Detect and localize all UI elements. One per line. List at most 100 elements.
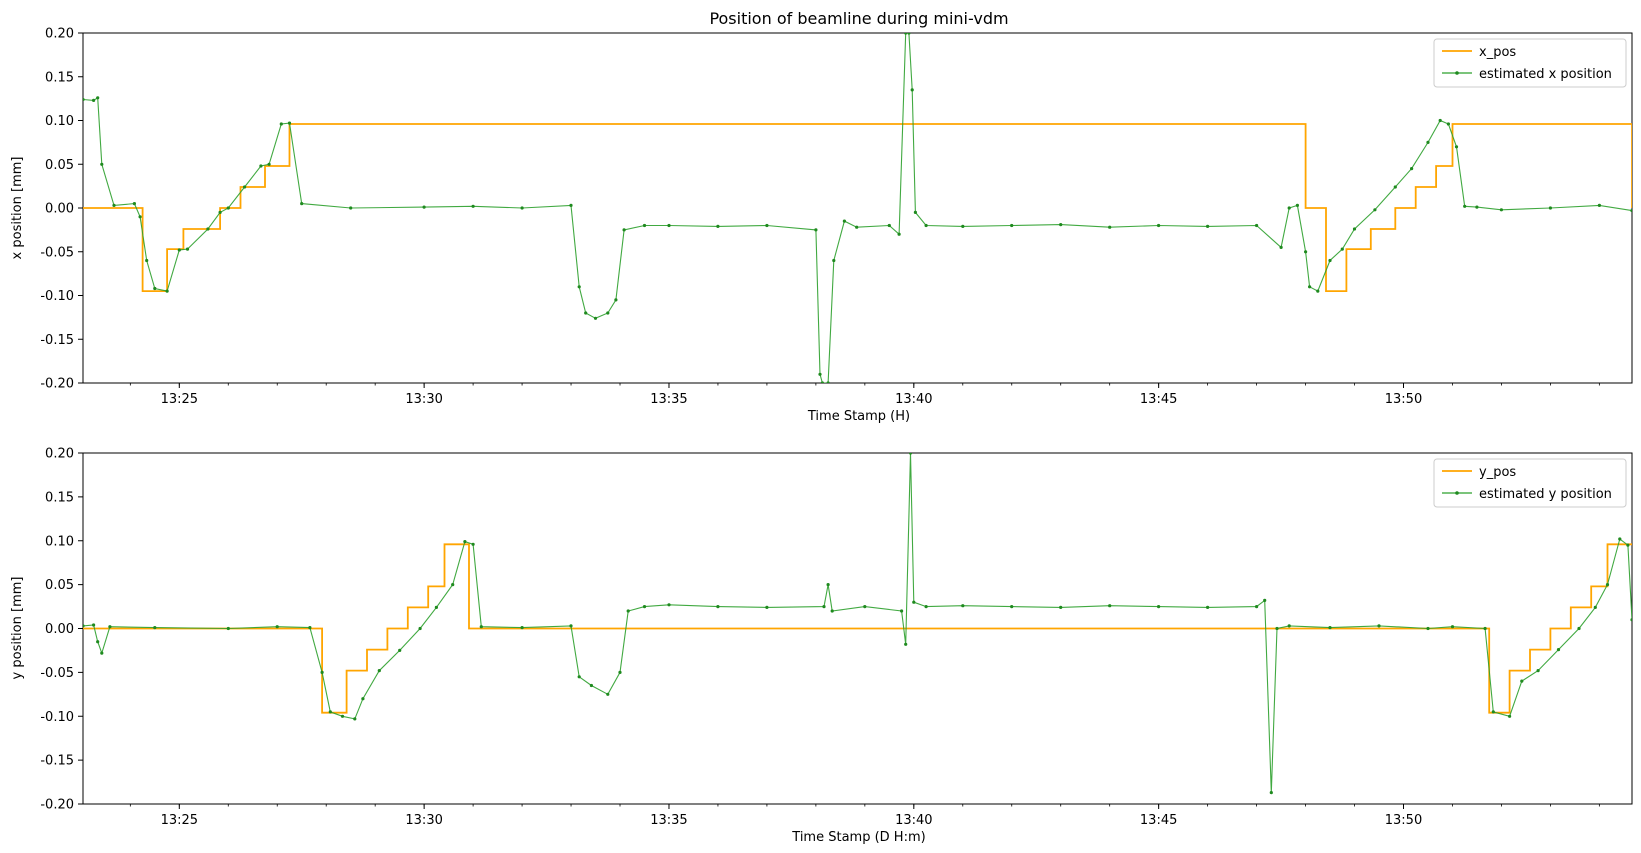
x-series-estimate-point <box>1373 208 1377 212</box>
y-series-estimate-point <box>275 625 279 629</box>
x-series-estimate-point <box>716 224 720 228</box>
x-series-estimate-point <box>904 33 908 35</box>
x-series-layer <box>83 33 1632 383</box>
y-xtick-label: 13:50 <box>1385 813 1422 828</box>
y-series-estimate-point <box>830 609 834 613</box>
y-series-estimate-point <box>1157 605 1161 609</box>
x-xtick-label: 13:35 <box>650 392 687 407</box>
y-series-estimate-point <box>924 605 928 609</box>
y-series-estimate-point <box>618 670 622 675</box>
x-series-estimate-point <box>520 206 524 210</box>
x-series-estimate-point <box>1340 247 1344 251</box>
x-series-estimate-point <box>132 202 136 206</box>
x-series-estimate-point <box>577 285 581 289</box>
x-series-estimate-point <box>593 316 598 320</box>
x-series-estimate-point <box>226 206 230 210</box>
y-series-estimate-point <box>961 604 965 608</box>
x-legend-marker-estimate <box>1455 71 1459 75</box>
x-series-estimate-point <box>422 205 426 209</box>
x-ytick-label: 0.20 <box>45 27 74 42</box>
x-position-panel: -0.20 -0.15 -0.10 -0.05 0.00 0.05 0.10 0.15 0.20… <box>10 27 1633 424</box>
x-ytick-label: 0.10 <box>45 114 74 129</box>
x-series-estimate-point <box>1157 223 1161 228</box>
y-series-estimate-point <box>479 625 483 629</box>
y-series-estimate-point <box>1269 791 1273 795</box>
x-ytick-label: -0.20 <box>40 377 74 392</box>
x-series-estimate-point <box>138 215 142 219</box>
x-series-estimate-point <box>842 219 847 223</box>
y-xtick-label: 13:35 <box>650 813 687 828</box>
y-series-estimate-point <box>1520 679 1524 683</box>
x-series-estimate-point <box>279 122 283 126</box>
y-series-estimate-point <box>361 697 365 701</box>
y-legend-label-set: y_pos <box>1479 465 1516 480</box>
y-xtick-label: 13:45 <box>1140 813 1177 828</box>
y-series-estimate-point <box>569 624 573 628</box>
x-series-estimate-point <box>897 232 901 236</box>
y-legend-marker-estimate <box>1455 491 1459 495</box>
x-series-estimate-point <box>765 223 769 228</box>
y-series-estimate-point <box>1275 626 1279 631</box>
y-ytick-label: -0.10 <box>40 710 74 725</box>
x-series-estimate-point <box>1454 145 1459 149</box>
x-xtick-label: 13:40 <box>895 392 932 407</box>
x-series-estimate-point <box>153 286 157 291</box>
y-ylabel: y position [mm] <box>10 577 25 680</box>
y-series-estimate-point <box>1618 537 1622 541</box>
y-y-ticks: -0.20 -0.15 -0.10 -0.05 0.00 0.05 0.10 0.15 0.20 <box>40 447 83 813</box>
x-series-estimate-point <box>92 98 96 102</box>
x-series-estimate-point <box>1279 245 1283 249</box>
x-series-estimate-point <box>1499 208 1503 212</box>
x-series-estimate-point <box>1426 140 1430 144</box>
y-series-estimate-point <box>1536 669 1540 673</box>
y-series-estimate-point <box>83 624 85 628</box>
x-series-estimate-point <box>642 223 647 228</box>
y-series-set-line <box>83 543 1632 714</box>
x-legend-label-set: x_pos <box>1479 45 1516 60</box>
y-legend-label-estimate: estimated y position <box>1479 487 1612 502</box>
x-ytick-label: -0.05 <box>40 245 74 260</box>
x-series-set-line <box>83 123 1632 292</box>
x-legend-label-estimate: estimated x position <box>1479 67 1612 82</box>
y-series-estimate-point <box>577 675 581 679</box>
x-series-estimate-point <box>606 311 610 315</box>
y-series-estimate-point <box>418 626 422 631</box>
x-ytick-label: -0.10 <box>40 289 74 304</box>
y-series-estimate-point <box>822 605 826 609</box>
y-legend-box <box>1433 458 1627 508</box>
y-series-estimate-point <box>1508 714 1512 718</box>
y-series-estimate-point <box>451 583 455 587</box>
y-x-ticks: 13:25 13:30 13:35 13:40 13:45 13:50 <box>129 804 1600 828</box>
y-xlabel: Time Stamp (D H:m) <box>791 830 925 845</box>
x-series-estimate-point <box>471 204 475 208</box>
x-ytick-label: -0.15 <box>40 333 74 348</box>
x-series-estimate-point <box>1475 205 1479 209</box>
x-xtick-label: 13:45 <box>1140 392 1177 407</box>
y-series-estimate-point <box>320 670 324 675</box>
y-ytick-label: 0.15 <box>45 490 74 505</box>
figure-title: Position of beamline during mini-vdm <box>709 9 1008 28</box>
y-ytick-label: 0.10 <box>45 534 74 549</box>
x-series-estimate-point <box>165 289 169 293</box>
y-series-estimate-point <box>1605 583 1610 587</box>
x-series-estimate-point <box>1548 206 1552 210</box>
y-series-estimate-point <box>642 605 647 609</box>
y-series-estimate-point <box>908 453 913 455</box>
y-series-estimate-point <box>1377 624 1381 628</box>
x-series-estimate-point <box>100 162 104 166</box>
y-series-estimate-point <box>96 640 100 644</box>
y-series-estimate-point <box>308 626 312 630</box>
x-x-ticks: 13:25 13:30 13:35 13:40 13:45 13:50 <box>129 383 1600 407</box>
y-series-estimate-point <box>1255 605 1259 609</box>
x-series-estimate-point <box>1308 285 1312 289</box>
x-series-estimate-point <box>1287 206 1291 210</box>
y-series-estimate-point <box>100 651 104 655</box>
x-series-estimate-point <box>1059 223 1063 227</box>
x-series-estimate-point <box>300 202 304 206</box>
x-series-estimate-point <box>259 164 263 168</box>
y-series-estimate-point <box>377 669 381 673</box>
y-series-estimate-line <box>83 453 1632 793</box>
y-series-layer <box>83 453 1632 795</box>
x-series-estimate-point <box>243 185 247 189</box>
